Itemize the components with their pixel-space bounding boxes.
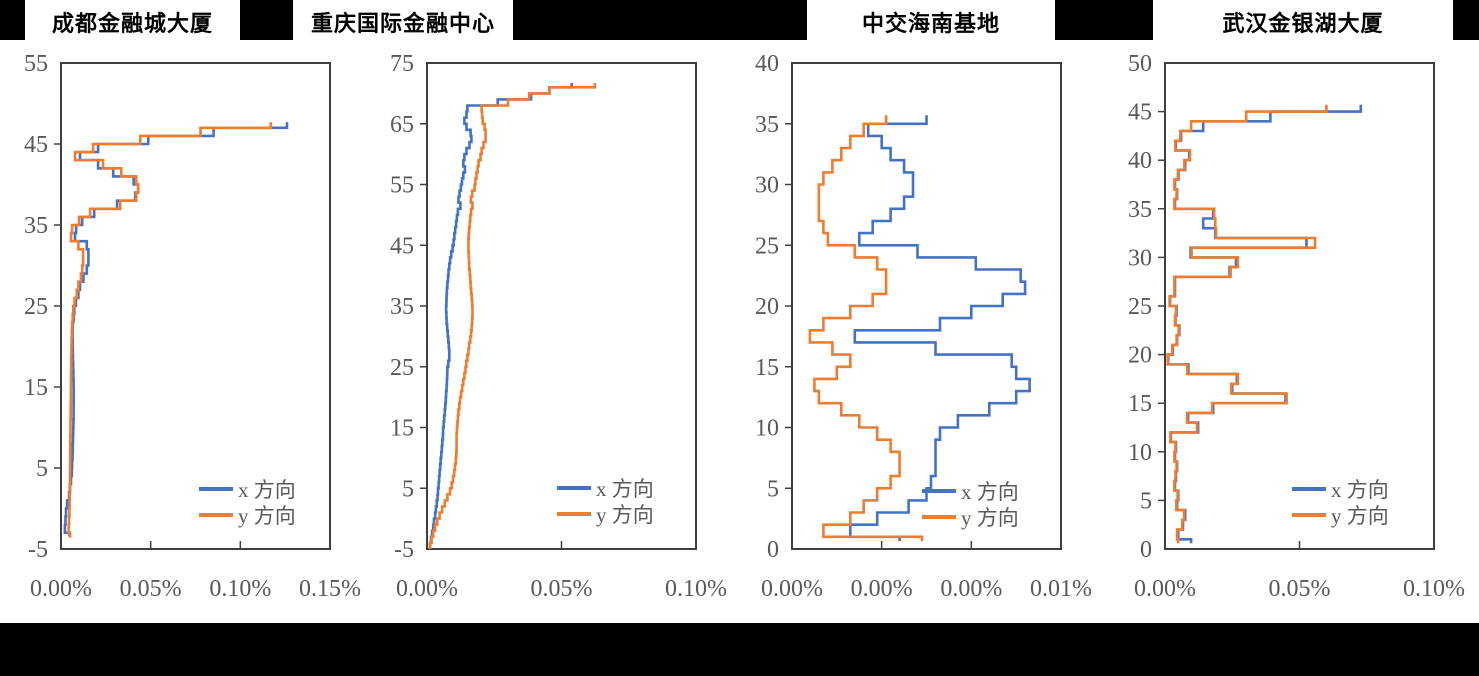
legend-label-x: x 方向: [1331, 478, 1389, 502]
y-axis-tick-label: 25: [755, 233, 779, 259]
y-axis-tick-label: 45: [390, 233, 414, 259]
series-y-direction-line: [1166, 104, 1328, 544]
x-axis-tick-label: 0.01%: [1030, 576, 1092, 602]
y-axis-tick-label: 0: [1140, 537, 1152, 563]
bottom-black-band: [0, 623, 1479, 676]
y-axis-tick-label: 35: [755, 112, 779, 138]
y-axis-tick-label: 55: [24, 51, 48, 77]
y-axis-tick-label: 40: [755, 51, 779, 77]
x-axis-tick-label: 0.15%: [299, 576, 361, 602]
x-axis-tick-label: 0.10%: [1403, 576, 1465, 602]
y-axis-tick-label: 45: [1128, 100, 1152, 126]
legend-item-x-direction: x 方向: [199, 474, 296, 504]
legend-item-x-direction: x 方向: [557, 473, 654, 503]
y-axis-tick-label: 20: [755, 294, 779, 320]
legend-item-x-direction: x 方向: [1292, 474, 1389, 504]
x-axis-tick-label: 0.10%: [209, 576, 271, 602]
legend-label-x: x 方向: [961, 480, 1019, 504]
x-axis-tick-label: 0.05%: [531, 576, 593, 602]
x-axis-tick-label: 0.00%: [761, 576, 823, 602]
series-x-direction-line: [849, 115, 1031, 542]
x-axis-tick-label: 0.10%: [665, 576, 727, 602]
x-series-line-swatch: [557, 486, 591, 490]
y-axis-tick-label: 35: [1128, 197, 1152, 223]
y-axis-tick-label: 55: [390, 173, 414, 199]
y-axis-tick-label: 30: [1128, 245, 1152, 271]
x-axis-tick-label: 0.00%: [1134, 576, 1196, 602]
y-axis-tick-label: 40: [1128, 148, 1152, 174]
y-axis-tick-label: 10: [755, 416, 779, 442]
y-axis-tick-label: 65: [390, 112, 414, 138]
y-axis-tick-label: 35: [24, 213, 48, 239]
y-axis-tick-label: 15: [755, 355, 779, 381]
x-series-line-swatch: [922, 489, 956, 493]
y-axis-tick-label: 10: [1128, 440, 1152, 466]
y-axis-tick-label: 35: [390, 294, 414, 320]
legend-item-y-direction: y 方向: [557, 499, 654, 529]
legend-item-y-direction: y 方向: [922, 502, 1019, 532]
legend-item-y-direction: y 方向: [199, 500, 296, 530]
y-axis-tick-label: 15: [1128, 391, 1152, 417]
y-axis-tick-label: 25: [390, 355, 414, 381]
x-axis-tick-label: 0.00%: [396, 576, 458, 602]
y-axis-tick-label: 15: [390, 416, 414, 442]
x-axis-tick-label: 0.00%: [940, 576, 1002, 602]
y-axis-tick-label: -5: [28, 537, 48, 563]
chart-title-wuhan: 武汉金银湖大厦: [1153, 0, 1453, 43]
y-axis-tick-label: 30: [755, 173, 779, 199]
y-axis-tick-label: 75: [390, 51, 414, 77]
y-axis-tick-label: 15: [24, 375, 48, 401]
y-series-line-swatch: [1292, 513, 1326, 517]
y-axis-tick-label: 20: [1128, 343, 1152, 369]
y-axis-tick-label: 25: [24, 294, 48, 320]
y-series-line-swatch: [922, 515, 956, 519]
y-axis-tick-label: 5: [36, 456, 48, 482]
x-axis-tick-label: 0.00%: [851, 576, 913, 602]
y-axis-tick-label: 5: [402, 476, 414, 502]
legend-label-x: x 方向: [238, 478, 296, 502]
chart-title-chongqing: 重庆国际金融中心: [293, 0, 513, 43]
series-y-direction-line: [808, 115, 924, 542]
y-axis-tick-label: 50: [1128, 51, 1152, 77]
y-axis-tick-label: 0: [767, 537, 779, 563]
x-series-line-swatch: [199, 487, 233, 491]
legend-label-y: y 方向: [961, 506, 1019, 530]
y-axis-tick-label: 25: [1128, 294, 1152, 320]
x-axis-tick-label: 0.00%: [30, 576, 92, 602]
legend-item-x-direction: x 方向: [922, 476, 1019, 506]
chart-title-chengdu: 成都金融城大厦: [25, 0, 240, 43]
x-series-line-swatch: [1292, 487, 1326, 491]
series-y-direction-line: [428, 83, 597, 549]
legend-item-y-direction: y 方向: [1292, 500, 1389, 530]
series-x-direction-line: [428, 83, 573, 549]
legend-label-y: y 方向: [596, 503, 654, 527]
chart-title-hainan: 中交海南基地: [807, 0, 1055, 43]
legend-label-y: y 方向: [1331, 504, 1389, 528]
y-axis-tick-label: 45: [24, 132, 48, 158]
y-axis-tick-label: -5: [394, 537, 414, 563]
y-series-line-swatch: [557, 512, 591, 516]
series-y-direction-line: [67, 122, 273, 538]
legend-label-x: x 方向: [596, 477, 654, 501]
x-axis-tick-label: 0.05%: [120, 576, 182, 602]
y-series-line-swatch: [199, 513, 233, 517]
y-axis-tick-label: 5: [767, 476, 779, 502]
legend-label-y: y 方向: [238, 504, 296, 528]
y-axis-tick-label: 5: [1140, 488, 1152, 514]
x-axis-tick-label: 0.05%: [1269, 576, 1331, 602]
